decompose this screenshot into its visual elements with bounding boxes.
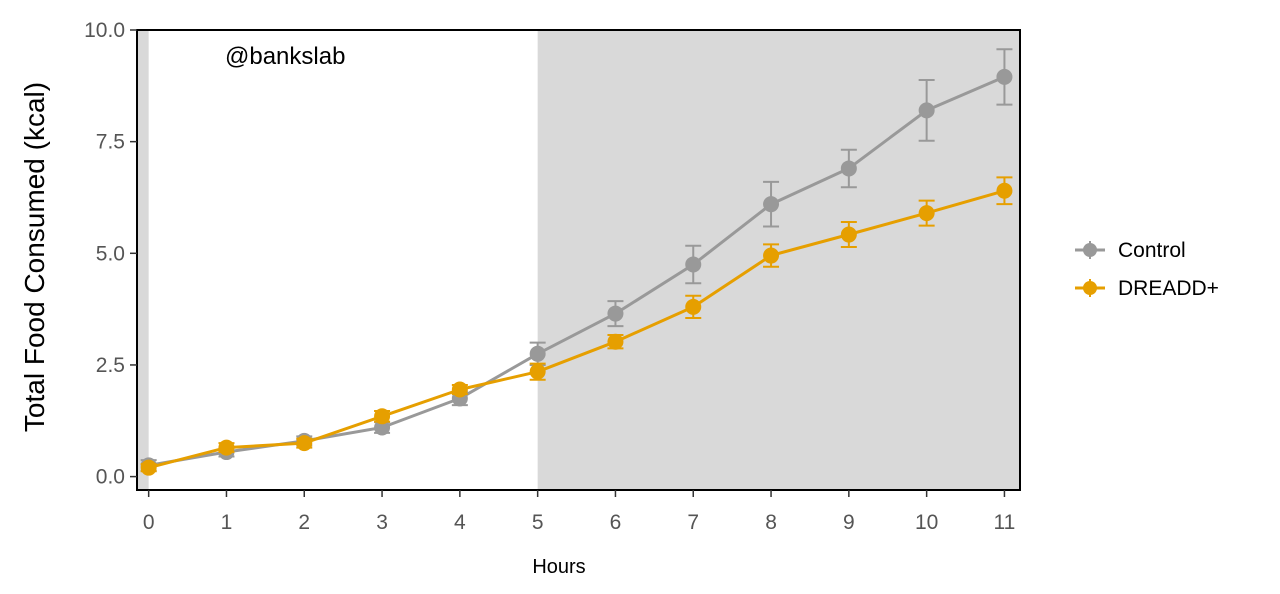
data-point bbox=[374, 419, 391, 436]
data-point bbox=[763, 247, 780, 264]
legend-item: Control bbox=[1075, 239, 1186, 262]
shaded-region bbox=[537, 30, 1020, 490]
y-tick-label: 2.5 bbox=[96, 354, 125, 377]
y-tick-label: 5.0 bbox=[96, 242, 125, 265]
x-tick-label: 10 bbox=[915, 511, 938, 534]
x-tick-label: 11 bbox=[994, 511, 1016, 534]
data-point bbox=[218, 439, 235, 456]
data-point bbox=[685, 298, 702, 315]
watermark-text: @bankslab bbox=[225, 43, 345, 70]
data-point bbox=[529, 363, 546, 380]
data-point bbox=[685, 256, 702, 273]
plot-frame bbox=[136, 29, 1021, 491]
x-tick-label: 5 bbox=[532, 511, 544, 534]
x-tick-label: 4 bbox=[454, 511, 466, 534]
y-tick-label: 10.0 bbox=[84, 19, 125, 42]
x-tick-label: 6 bbox=[610, 511, 622, 534]
data-point bbox=[529, 345, 546, 362]
series-dreadd- bbox=[140, 176, 1013, 476]
legend-label: Control bbox=[1118, 239, 1186, 262]
data-point bbox=[140, 459, 157, 476]
y-axis-title: Total Food Consumed (kcal) bbox=[19, 82, 50, 432]
x-tick-label: 3 bbox=[376, 511, 388, 534]
y-tick-label: 7.5 bbox=[96, 131, 125, 154]
x-tick-label: 0 bbox=[143, 511, 155, 534]
x-tick-label: 7 bbox=[687, 511, 699, 534]
data-point bbox=[918, 102, 935, 119]
data-point bbox=[296, 435, 313, 452]
x-tick-label: 8 bbox=[765, 511, 777, 534]
series-line bbox=[148, 189, 1005, 470]
legend: Control DREADD+ bbox=[1075, 239, 1219, 300]
x-tick-label: 9 bbox=[843, 511, 855, 534]
data-point bbox=[607, 305, 624, 322]
series-layer bbox=[140, 48, 1013, 476]
data-point bbox=[374, 408, 391, 425]
data-point bbox=[607, 333, 624, 350]
y-tick-label: 0.0 bbox=[96, 466, 125, 489]
legend-label: DREADD+ bbox=[1118, 277, 1219, 300]
data-point bbox=[996, 182, 1013, 199]
x-axis-title: Hours bbox=[532, 556, 585, 578]
data-point bbox=[763, 196, 780, 213]
legend-item: DREADD+ bbox=[1075, 277, 1219, 300]
data-point bbox=[918, 205, 935, 222]
shaded-region bbox=[137, 30, 149, 490]
data-point bbox=[840, 226, 857, 243]
legend-marker bbox=[1083, 243, 1097, 257]
x-tick-label: 1 bbox=[221, 511, 233, 534]
x-tick-label: 2 bbox=[298, 511, 310, 534]
data-point bbox=[451, 381, 468, 398]
shaded-regions bbox=[137, 30, 1020, 490]
x-axis: 0 1 2 3 4 5 6 7 8 9 10 11 bbox=[143, 490, 1016, 534]
data-point bbox=[840, 160, 857, 177]
y-axis: 0.0 2.5 5.0 7.5 10.0 bbox=[84, 19, 137, 489]
data-point bbox=[996, 68, 1013, 85]
legend-marker bbox=[1083, 281, 1097, 295]
